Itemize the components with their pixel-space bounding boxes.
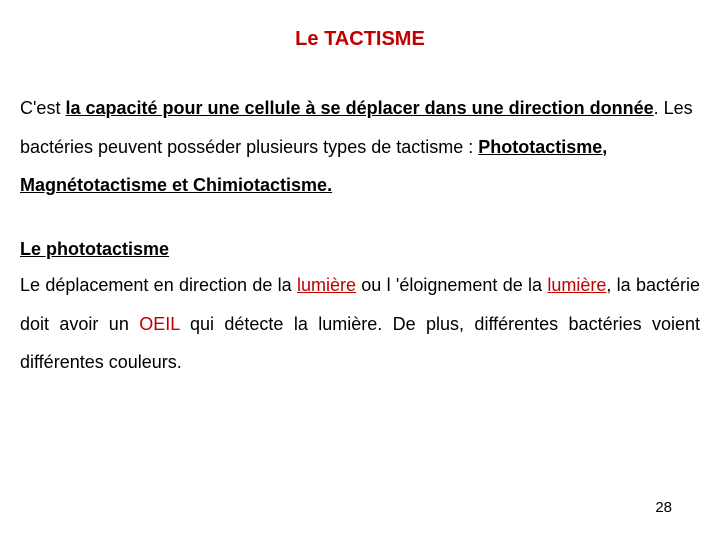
- paragraph-phototactisme: Le déplacement en direction de la lumièr…: [20, 266, 700, 382]
- subheading-phototactisme: Le phototactisme: [20, 239, 700, 260]
- text-definition-emphasis: la capacité pour une cellule à se déplac…: [65, 98, 653, 118]
- text-plain: C'est: [20, 98, 65, 118]
- text-oeil: OEIL: [139, 314, 179, 334]
- text-lumiere-2: lumière: [547, 275, 606, 295]
- text-plain: Le déplacement en direction de la: [20, 275, 297, 295]
- text-lumiere-1: lumière: [297, 275, 356, 295]
- page-title: Le TACTISME: [20, 28, 700, 51]
- page-number: 28: [655, 499, 672, 516]
- text-plain: ou l 'éloignement de la: [356, 275, 547, 295]
- slide-page: Le TACTISME C'est la capacité pour une c…: [0, 0, 720, 540]
- paragraph-definition: C'est la capacité pour une cellule à se …: [20, 89, 700, 205]
